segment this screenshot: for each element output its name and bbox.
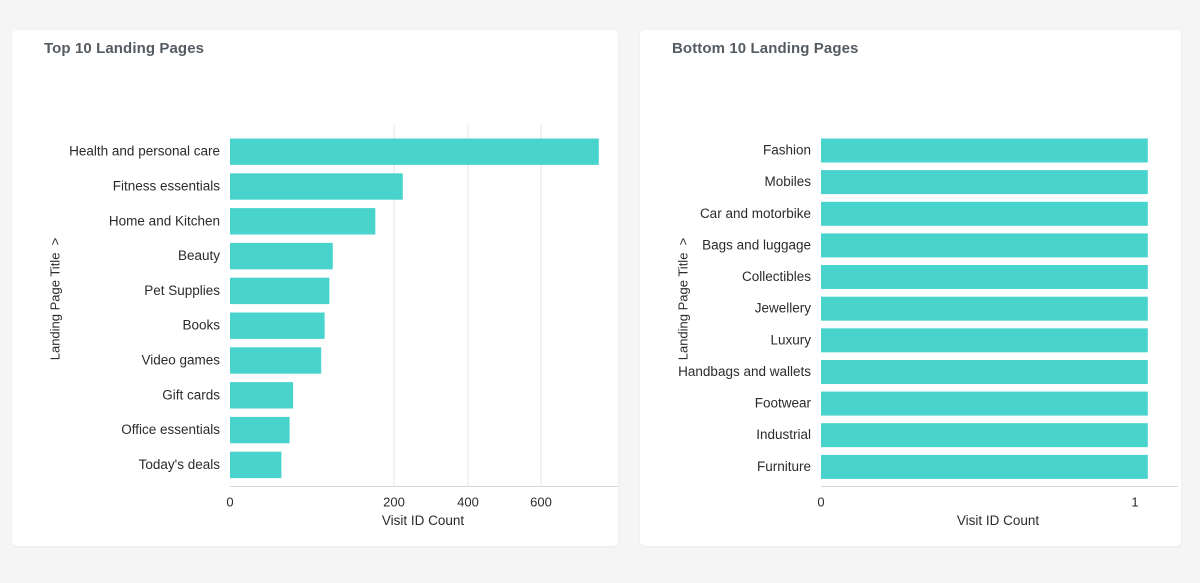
svg-text:Furniture: Furniture: [757, 459, 811, 474]
svg-text:Books: Books: [182, 318, 220, 333]
svg-text:Jewellery: Jewellery: [755, 301, 812, 316]
svg-text:0: 0: [226, 495, 233, 510]
svg-text:Car and motorbike: Car and motorbike: [700, 206, 811, 221]
svg-text:0: 0: [817, 495, 824, 510]
svg-text:Industrial: Industrial: [756, 427, 811, 442]
svg-text:Video games: Video games: [141, 353, 220, 368]
svg-text:Pet Supplies: Pet Supplies: [144, 283, 220, 298]
svg-text:600: 600: [530, 495, 552, 510]
svg-text:Handbags and wallets: Handbags and wallets: [678, 364, 811, 379]
svg-text:Visit ID Count: Visit ID Count: [957, 513, 1040, 528]
svg-text:Today's deals: Today's deals: [139, 457, 221, 472]
svg-text:Footwear: Footwear: [755, 396, 812, 411]
svg-text:Beauty: Beauty: [178, 248, 220, 263]
svg-text:Gift cards: Gift cards: [162, 387, 220, 402]
svg-text:Home and Kitchen: Home and Kitchen: [109, 213, 220, 228]
svg-text:Collectibles: Collectibles: [742, 269, 811, 284]
svg-text:1: 1: [1131, 495, 1138, 510]
svg-text:Bags and luggage: Bags and luggage: [702, 237, 811, 252]
svg-text:400: 400: [457, 495, 479, 510]
svg-text:Fitness essentials: Fitness essentials: [113, 179, 221, 194]
svg-text:Mobiles: Mobiles: [764, 174, 811, 189]
svg-text:Health and personal care: Health and personal care: [69, 144, 220, 159]
svg-text:Visit ID Count: Visit ID Count: [382, 513, 465, 528]
svg-text:Luxury: Luxury: [770, 332, 811, 347]
svg-text:Office essentials: Office essentials: [121, 422, 220, 437]
svg-text:200: 200: [383, 495, 405, 510]
svg-text:Fashion: Fashion: [763, 143, 811, 158]
